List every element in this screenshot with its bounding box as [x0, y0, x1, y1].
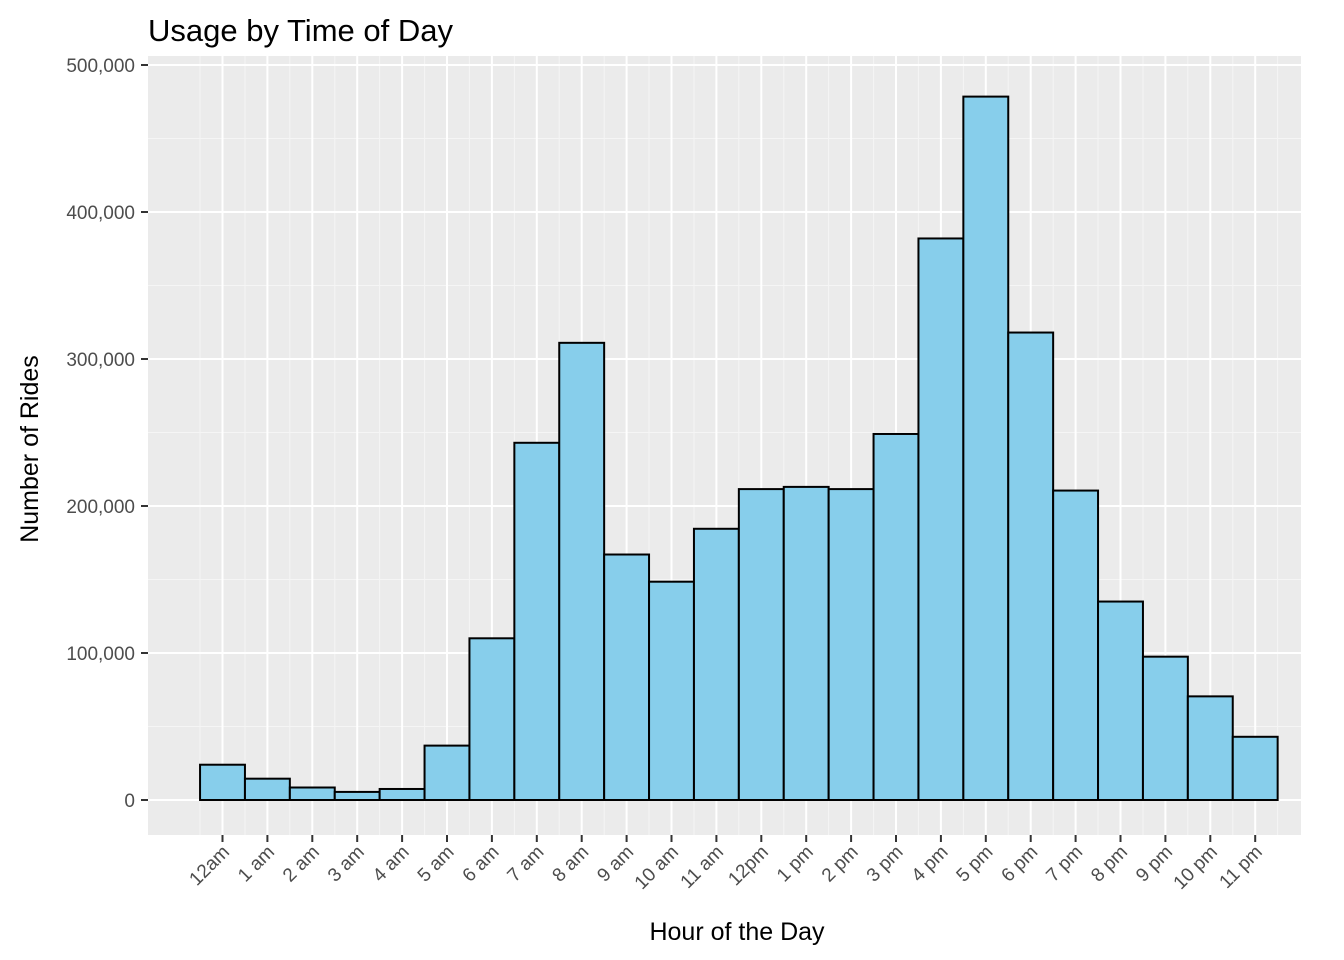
x-tick-label: 11 pm — [1216, 842, 1267, 893]
x-tick-label: 7 am — [504, 842, 549, 887]
x-tick-label: 8 pm — [1087, 842, 1132, 887]
x-tick-label: 2 pm — [818, 842, 863, 887]
bar — [827, 488, 875, 801]
bar — [1052, 489, 1100, 801]
bar — [648, 580, 695, 802]
x-tick-label: 10 am — [631, 842, 683, 894]
y-tick-label: 100,000 — [66, 644, 135, 665]
y-tick-label: 400,000 — [66, 203, 135, 224]
y-tick-label: 200,000 — [66, 497, 135, 518]
x-tick-label: 6 pm — [998, 842, 1043, 887]
bar — [558, 341, 606, 801]
bar — [513, 441, 561, 801]
bar — [1141, 655, 1189, 801]
x-tick-label: 1 am — [234, 842, 279, 887]
bar — [692, 527, 740, 801]
x-tick-label: 6 am — [459, 842, 504, 887]
bar — [199, 763, 246, 801]
x-tick-label: 11 am — [677, 842, 728, 893]
y-tick-label: 500,000 — [66, 56, 135, 77]
x-tick-label: 10 pm — [1170, 842, 1222, 894]
bar — [737, 488, 785, 801]
x-tick-label: 4 pm — [908, 842, 953, 887]
bar — [1007, 331, 1055, 801]
bar — [333, 790, 381, 801]
x-tick-label: 3 am — [324, 842, 369, 887]
chart-title: Usage by Time of Day — [148, 13, 453, 48]
y-axis-label: Number of Rides — [16, 355, 44, 543]
x-tick-label: 4 am — [369, 842, 414, 887]
y-tick-label: 300,000 — [66, 350, 135, 371]
bar — [782, 485, 830, 801]
bar — [917, 237, 965, 801]
x-tick-label: 2 am — [279, 842, 324, 887]
x-axis: 12am 1 am 2 am 3 am 4 am 5 am 6 am 7 am 8 am 9 am… — [186, 835, 1267, 894]
x-tick-label: 5 pm — [953, 842, 998, 887]
bar — [378, 787, 426, 801]
bar — [243, 777, 291, 801]
x-tick-label: 8 am — [549, 842, 594, 887]
x-tick-label: 7 pm — [1042, 842, 1087, 887]
bar — [1186, 695, 1234, 801]
bar — [962, 95, 1010, 802]
x-tick-label: 1 pm — [773, 842, 818, 887]
bar — [872, 432, 920, 801]
y-tick-label: 0 — [124, 791, 135, 812]
bar — [1231, 735, 1279, 801]
x-axis-label: Hour of the Day — [649, 918, 825, 946]
bar — [468, 637, 516, 801]
x-tick-label: 12am — [186, 842, 234, 890]
bars — [199, 95, 1279, 802]
y-axis: 0 100,000 200,000 300,000 400,000 500,000 — [66, 56, 148, 812]
x-tick-label: 3 pm — [863, 842, 908, 887]
bar — [423, 744, 471, 801]
bar — [603, 553, 651, 802]
bar — [288, 786, 336, 802]
x-tick-label: 5 am — [414, 842, 459, 887]
bar — [1097, 600, 1144, 801]
x-tick-label: 12pm — [724, 842, 772, 890]
